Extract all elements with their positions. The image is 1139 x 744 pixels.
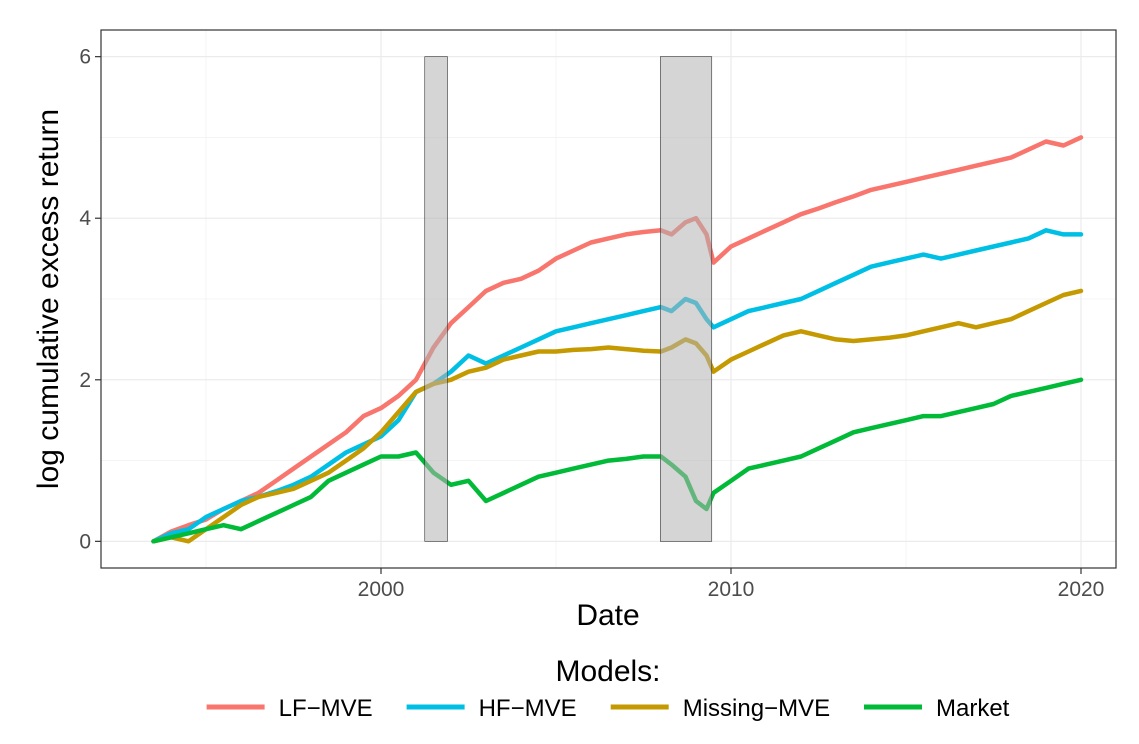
legend-item-3: Missing−MVE [610, 695, 830, 722]
grid-layer [101, 30, 1116, 568]
legend-label: Missing−MVE [683, 695, 830, 722]
y-tick-label: 4 [79, 207, 91, 230]
series-line-2 [151, 228, 1084, 544]
y-axis-title: log cumulative excess return [32, 109, 65, 489]
legend-item-1: LF−MVE [206, 695, 373, 722]
legend-label: LF−MVE [279, 695, 373, 722]
x-tick-label: 2010 [708, 578, 755, 601]
shaded-region-2 [659, 56, 713, 542]
legend: LF−MVE HF−MVE Missing−MVE Market [206, 695, 1010, 722]
legend-label: HF−MVE [479, 695, 577, 722]
shaded-region-1 [424, 56, 448, 542]
series-line-1 [151, 135, 1084, 544]
y-tick-label: 2 [79, 369, 91, 392]
legend-title: Models: [555, 655, 660, 688]
legend-label: Market [936, 695, 1010, 722]
legend-item-2: HF−MVE [406, 695, 577, 722]
tick-layer: 0 2 4 6 2000 2010 2020 [79, 46, 1104, 601]
series-line-3 [151, 288, 1084, 544]
series-layer [151, 135, 1084, 544]
series-line-4 [151, 377, 1084, 544]
plot-panel-border [100, 29, 1117, 569]
recession-shading-layer [424, 56, 713, 542]
y-tick-label: 0 [79, 530, 91, 553]
y-tick-label: 6 [79, 46, 91, 69]
x-tick-label: 2000 [358, 578, 405, 601]
legend-item-4: Market [864, 695, 1010, 722]
x-tick-label: 2020 [1058, 578, 1105, 601]
x-axis-title: Date [576, 599, 639, 632]
